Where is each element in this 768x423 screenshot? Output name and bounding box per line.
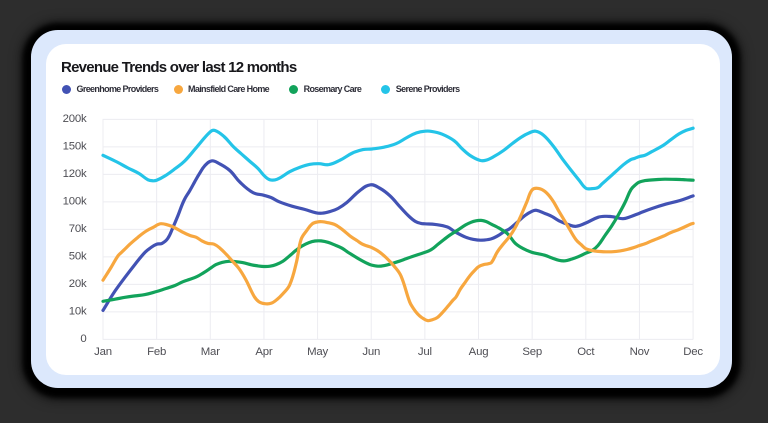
svg-text:Jan: Jan <box>94 346 112 358</box>
svg-text:Apr: Apr <box>255 346 273 358</box>
svg-text:0: 0 <box>80 333 86 345</box>
svg-text:Dec: Dec <box>683 346 703 358</box>
svg-text:20k: 20k <box>69 278 87 290</box>
svg-text:150k: 150k <box>63 140 87 152</box>
svg-text:10k: 10k <box>69 305 87 317</box>
svg-text:Mar: Mar <box>201 346 220 358</box>
svg-text:Oct: Oct <box>577 346 595 358</box>
svg-text:Sep: Sep <box>522 346 542 358</box>
svg-text:100k: 100k <box>63 195 87 207</box>
svg-text:50k: 50k <box>69 250 87 262</box>
svg-text:Nov: Nov <box>630 346 650 358</box>
svg-text:Jul: Jul <box>418 346 432 358</box>
svg-text:May: May <box>307 346 328 358</box>
svg-text:120k: 120k <box>63 168 87 180</box>
svg-text:70k: 70k <box>69 223 87 235</box>
svg-text:200k: 200k <box>63 113 87 125</box>
svg-text:Jun: Jun <box>362 346 380 358</box>
svg-text:Feb: Feb <box>147 346 166 358</box>
svg-text:Aug: Aug <box>469 346 489 358</box>
